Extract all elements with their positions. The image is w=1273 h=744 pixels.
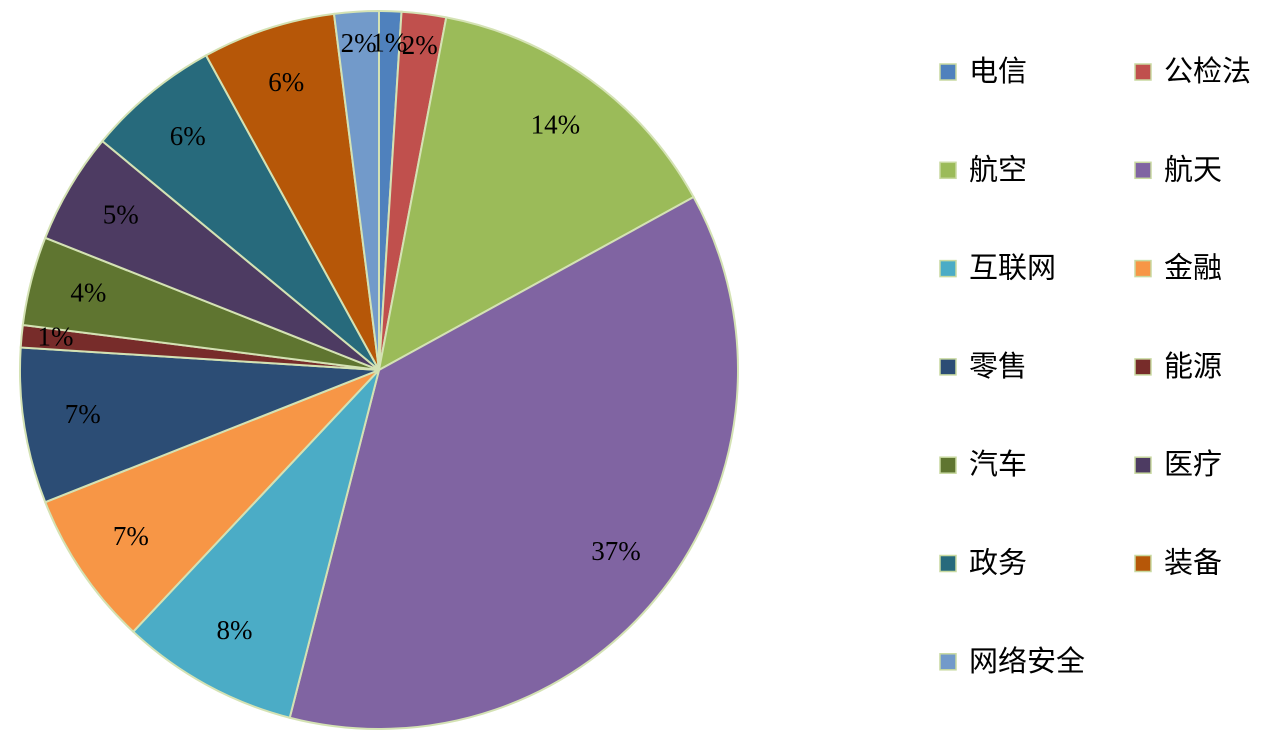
legend-swatch (1134, 161, 1152, 180)
pie-slice (377, 16, 695, 372)
legend-swatch (1134, 63, 1152, 81)
data-label: 2% (341, 28, 377, 58)
pie-slice (204, 12, 380, 371)
data-label: 6% (170, 121, 206, 151)
pie-slice (131, 369, 380, 719)
legend-swatch (939, 554, 957, 573)
data-label: 6% (268, 67, 304, 97)
legend-swatch (939, 63, 957, 81)
legend-label: 互联网 (969, 251, 1056, 285)
legend-swatch (939, 456, 957, 474)
legend-label: 电信 (969, 54, 1027, 88)
data-label: 8% (216, 615, 252, 645)
legend-label: 航空 (969, 152, 1027, 186)
legend-swatch (1134, 259, 1152, 278)
data-label: 1% (37, 322, 73, 352)
legend-swatch (939, 358, 957, 376)
data-label: 37% (591, 536, 641, 566)
data-label: 4% (70, 278, 106, 308)
data-label: 7% (65, 399, 101, 429)
legend-label: 装备 (1164, 546, 1222, 580)
legend-label: 金融 (1164, 251, 1222, 285)
pie-slice (288, 195, 739, 730)
legend-swatch (939, 259, 957, 278)
pie-slice (43, 369, 380, 634)
legend-label: 零售 (969, 349, 1027, 383)
data-label: 1% (371, 27, 407, 57)
legend-label: 能源 (1164, 349, 1222, 383)
data-label: 7% (113, 521, 149, 551)
legend-swatch (939, 161, 957, 180)
data-label: 2% (402, 30, 438, 60)
pie-slice (332, 9, 380, 371)
legend-label: 公检法 (1164, 54, 1251, 88)
pie-slice (100, 54, 380, 371)
legend-label: 政务 (969, 546, 1027, 580)
legend-swatch (1134, 554, 1152, 573)
data-label: 5% (103, 199, 139, 229)
legend-label: 网络安全 (969, 644, 1085, 678)
legend-label: 汽车 (969, 447, 1027, 481)
pie-slice (19, 346, 380, 504)
data-label: 14% (531, 109, 581, 139)
legend-label: 航天 (1164, 152, 1222, 186)
legend-swatch (1134, 358, 1152, 376)
legend-swatch (939, 653, 957, 671)
legend-swatch (1134, 456, 1152, 474)
legend-label: 医疗 (1164, 447, 1222, 481)
